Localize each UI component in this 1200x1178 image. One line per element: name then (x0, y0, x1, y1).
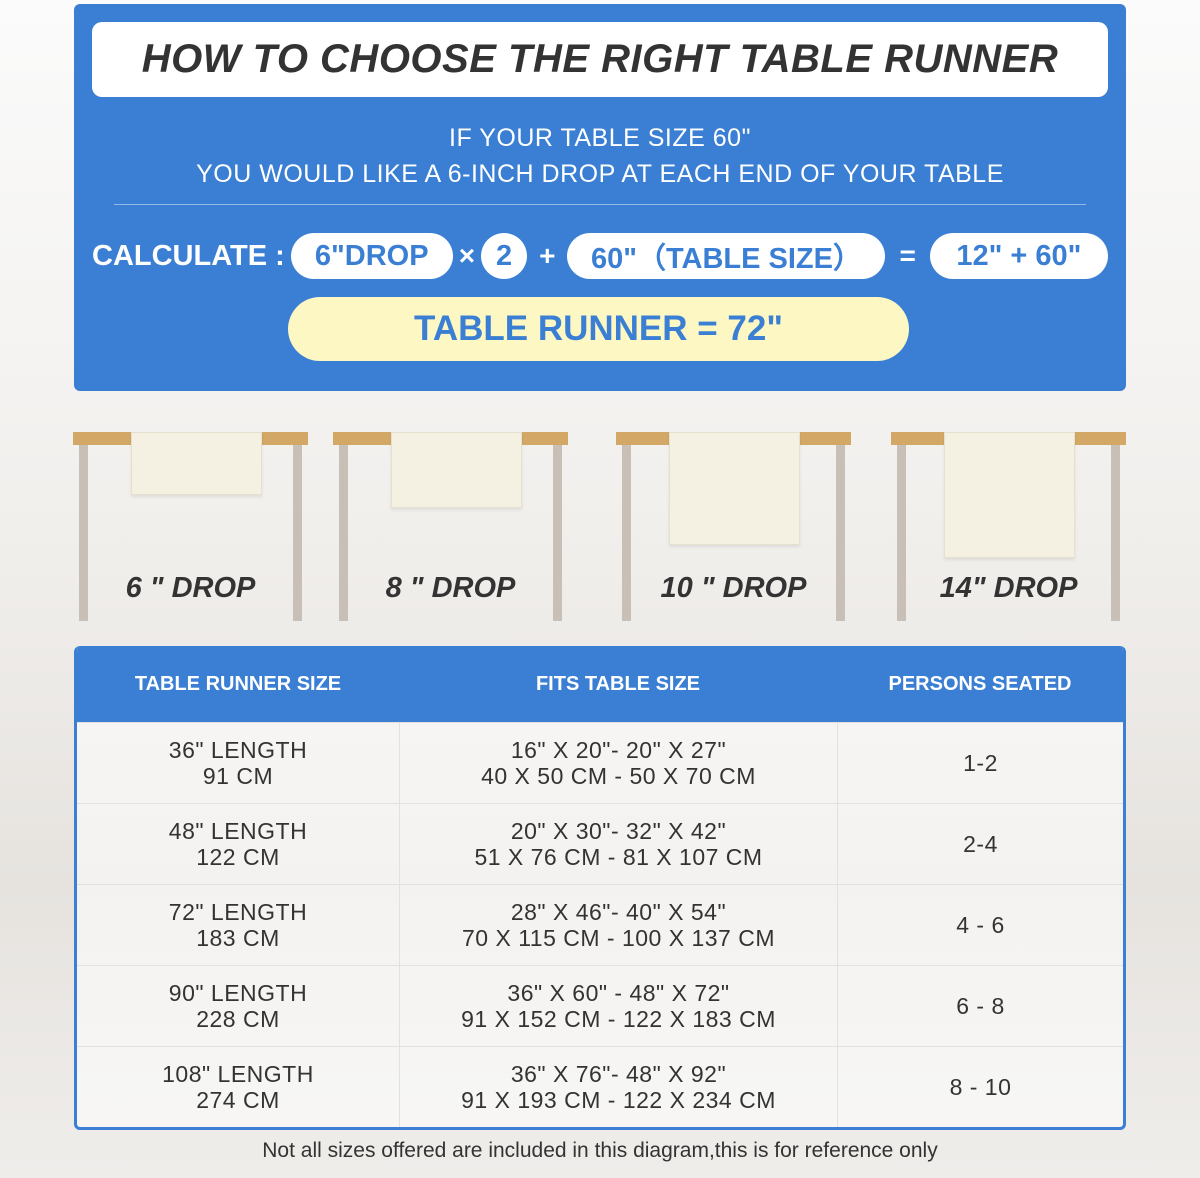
drop-label: 14" DROP (939, 572, 1078, 604)
header-persons-seated: PERSONS SEATED (888, 672, 1072, 695)
table-row: 90" LENGTH 228 CM 36" X 60" - 48" X 72" 91… (77, 965, 1123, 1046)
fits-table-cell: 20" X 30"- 32" X 42" 51 X 76 CM - 81 X 10… (399, 804, 837, 884)
runner-drop (391, 432, 522, 508)
length-inches: 90" LENGTH (168, 980, 308, 1006)
calculation-row: CALCULATE : 6"DROP × 2 + 60"（TABLE SIZE）… (92, 232, 1108, 280)
size-table: TABLE RUNNER SIZE FITS TABLE SIZE PERSON… (74, 646, 1126, 1130)
length-cm: 228 CM (196, 1006, 280, 1032)
runner-size-cell: 108" LENGTH 274 CM (77, 1047, 399, 1127)
length-inches: 36" LENGTH (168, 737, 308, 763)
fits-table-cell: 36" X 60" - 48" X 72" 91 X 152 CM - 122 X… (399, 966, 837, 1046)
table-leg (1111, 445, 1120, 621)
drop-pill: 6"DROP (290, 233, 453, 279)
fits-cm: 51 X 76 CM - 81 X 107 CM (474, 844, 763, 870)
intro-line-2: YOU WOULD LIKE A 6-INCH DROP AT EACH END… (196, 160, 1004, 188)
drop-illustration: 14" DROP (891, 432, 1126, 622)
equals-sign: = (899, 240, 916, 271)
fits-inches: 36" X 76"- 48" X 92" (510, 1061, 727, 1087)
result-pill: TABLE RUNNER = 72" (288, 297, 909, 361)
drop-label: 8 " DROP (385, 572, 516, 604)
drop-label: 10 " DROP (660, 572, 807, 604)
table-header: TABLE RUNNER SIZE FITS TABLE SIZE PERSON… (77, 646, 1123, 722)
table-row: 48" LENGTH 122 CM 20" X 30"- 32" X 42" 51 … (77, 803, 1123, 884)
drop-illustration: 10 " DROP (616, 432, 851, 622)
fits-inches: 28" X 46"- 40" X 54" (510, 899, 727, 925)
table-leg (293, 445, 302, 621)
fits-table-cell: 28" X 46"- 40" X 54" 70 X 115 CM - 100 X … (399, 885, 837, 965)
runner-size-cell: 90" LENGTH 228 CM (77, 966, 399, 1046)
runner-size-cell: 72" LENGTH 183 CM (77, 885, 399, 965)
table-leg (897, 445, 906, 621)
runner-size-cell: 36" LENGTH 91 CM (77, 723, 399, 803)
persons-cell: 1-2 (837, 723, 1123, 803)
sum-pill: 12" + 60" (929, 233, 1108, 279)
calculation-panel: HOW TO CHOOSE THE RIGHT TABLE RUNNER IF … (74, 4, 1126, 391)
fits-inches: 20" X 30"- 32" X 42" (510, 818, 727, 844)
fits-inches: 16" X 20"- 20" X 27" (510, 737, 727, 763)
divider (114, 204, 1086, 205)
table-leg (836, 445, 845, 621)
drop-illustration: 6 " DROP (73, 432, 308, 622)
length-cm: 91 CM (202, 763, 274, 789)
table-size-pill: 60"（TABLE SIZE） (567, 233, 886, 279)
fits-cm: 70 X 115 CM - 100 X 137 CM (462, 925, 775, 951)
fits-cm: 91 X 193 CM - 122 X 234 CM (461, 1087, 776, 1113)
drop-illustration: 8 " DROP (333, 432, 568, 622)
fits-cm: 40 X 50 CM - 50 X 70 CM (481, 763, 756, 789)
table-leg (622, 445, 631, 621)
calculate-label: CALCULATE : (92, 239, 285, 272)
multiplier-pill: 2 (481, 233, 528, 279)
persons-cell: 8 - 10 (837, 1047, 1123, 1127)
header-fits-table-size: FITS TABLE SIZE (535, 672, 701, 695)
intro-line-1: IF YOUR TABLE SIZE 60" (449, 124, 751, 152)
length-inches: 72" LENGTH (168, 899, 308, 925)
table-leg (553, 445, 562, 621)
length-inches: 48" LENGTH (168, 818, 308, 844)
table-row: 36" LENGTH 91 CM 16" X 20"- 20" X 27" 40 X… (77, 722, 1123, 803)
drop-label: 6 " DROP (125, 572, 256, 604)
runner-drop (944, 432, 1075, 558)
length-cm: 122 CM (196, 844, 280, 870)
fits-table-cell: 36" X 76"- 48" X 92" 91 X 193 CM - 122 X … (399, 1047, 837, 1127)
length-cm: 183 CM (196, 925, 280, 951)
persons-cell: 4 - 6 (837, 885, 1123, 965)
persons-cell: 2-4 (837, 804, 1123, 884)
fits-inches: 36" X 60" - 48" X 72" (507, 980, 730, 1006)
table-leg (339, 445, 348, 621)
fits-cm: 91 X 152 CM - 122 X 183 CM (461, 1006, 776, 1032)
plus-sign: + (539, 240, 556, 271)
length-inches: 108" LENGTH (162, 1061, 314, 1087)
persons-cell: 6 - 8 (837, 966, 1123, 1046)
header-runner-size: TABLE RUNNER SIZE (134, 672, 342, 695)
runner-drop (669, 432, 800, 545)
footnote: Not all sizes offered are included in th… (262, 1139, 938, 1162)
table-row: 72" LENGTH 183 CM 28" X 46"- 40" X 54" 70 … (77, 884, 1123, 965)
length-cm: 274 CM (196, 1087, 280, 1113)
times-sign: × (458, 240, 476, 271)
fits-table-cell: 16" X 20"- 20" X 27" 40 X 50 CM - 50 X 70… (399, 723, 837, 803)
page-title: HOW TO CHOOSE THE RIGHT TABLE RUNNER (92, 22, 1108, 97)
runner-drop (131, 432, 262, 495)
runner-size-cell: 48" LENGTH 122 CM (77, 804, 399, 884)
table-leg (79, 445, 88, 621)
table-row: 108" LENGTH 274 CM 36" X 76"- 48" X 92" 91… (77, 1046, 1123, 1127)
